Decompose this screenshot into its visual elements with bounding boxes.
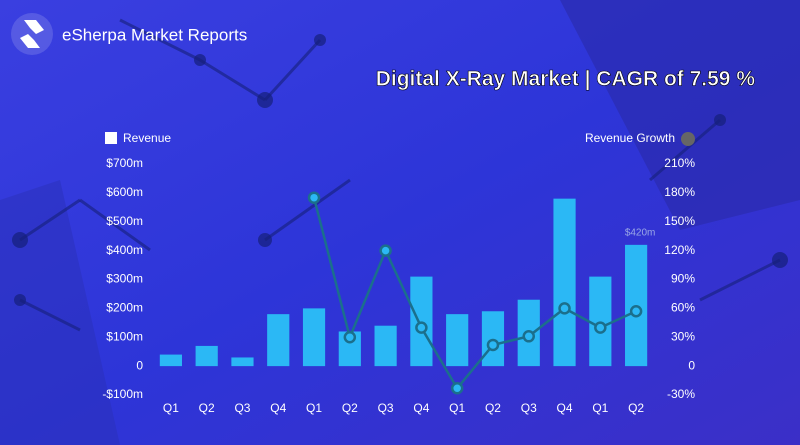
y-tick-label: $100m <box>106 329 143 343</box>
y2-tick-label: 30% <box>671 329 695 343</box>
line-point <box>343 331 357 344</box>
y-tick-label: -$100m <box>102 387 143 401</box>
x-tick-label: Q4 <box>413 401 429 415</box>
line-point <box>450 382 464 395</box>
y2-tick-label: 120% <box>664 243 695 257</box>
y-tick-label: $200m <box>106 301 143 315</box>
x-tick-label: Q1 <box>449 401 465 415</box>
y-tick-label: $300m <box>106 272 143 286</box>
bar <box>374 325 397 367</box>
x-tick-label: Q2 <box>342 401 358 415</box>
y2-tick-label: 0 <box>688 358 695 372</box>
line-point <box>379 244 392 257</box>
y2-tick-label: -30% <box>667 387 695 401</box>
network-decoration <box>12 18 788 332</box>
x-tick-label: Q2 <box>485 401 501 415</box>
bar <box>338 331 361 367</box>
legend-label: Revenue <box>123 131 171 145</box>
chart-title: Digital X-Ray Market | CAGR of 7.59 % <box>376 68 756 91</box>
y-tick-label: 0 <box>136 358 143 372</box>
bar <box>481 311 505 367</box>
x-tick-label: Q1 <box>592 401 608 415</box>
y-tick-label: $600m <box>106 185 143 199</box>
legend-swatch <box>105 132 117 144</box>
line-point <box>522 330 535 343</box>
x-tick-label: Q3 <box>234 401 250 415</box>
y-tick-label: $700m <box>106 156 143 170</box>
bar <box>231 357 254 367</box>
y-tick-label: $500m <box>106 214 143 228</box>
decoration <box>560 0 800 230</box>
bar <box>446 314 469 367</box>
y2-tick-label: 210% <box>664 156 695 170</box>
bar <box>159 354 182 367</box>
line-point <box>307 191 321 204</box>
legend-label: Revenue Growth <box>585 131 675 145</box>
bar <box>553 198 576 367</box>
bar <box>302 308 326 367</box>
y2-tick-label: 60% <box>671 301 695 315</box>
x-tick-label: Q3 <box>378 401 394 415</box>
bar <box>589 276 612 367</box>
line-point <box>629 305 643 318</box>
bar <box>410 276 433 367</box>
x-tick-label: Q3 <box>521 401 537 415</box>
decoration <box>0 180 120 445</box>
line <box>312 197 637 391</box>
line-point <box>415 321 428 334</box>
x-tick-label: Q4 <box>557 401 573 415</box>
x-tick-label: Q4 <box>270 401 286 415</box>
brand-name: eSherpa Market Reports <box>62 25 247 44</box>
legend-swatch <box>681 132 695 146</box>
y2-tick-label: 90% <box>671 272 695 286</box>
x-tick-label: Q1 <box>163 401 179 415</box>
y2-tick-label: 180% <box>664 185 695 199</box>
line-point <box>558 302 571 315</box>
line-point <box>486 338 500 352</box>
x-tick-label: Q2 <box>199 401 215 415</box>
logo <box>11 13 53 55</box>
y2-tick-label: 150% <box>664 214 695 228</box>
bar <box>195 345 218 367</box>
data-label: $420m <box>625 227 656 238</box>
line-point <box>594 321 607 334</box>
y-tick-label: $400m <box>106 243 143 257</box>
bar <box>267 314 290 367</box>
x-tick-label: Q1 <box>306 401 322 415</box>
x-tick-label: Q2 <box>628 401 644 415</box>
